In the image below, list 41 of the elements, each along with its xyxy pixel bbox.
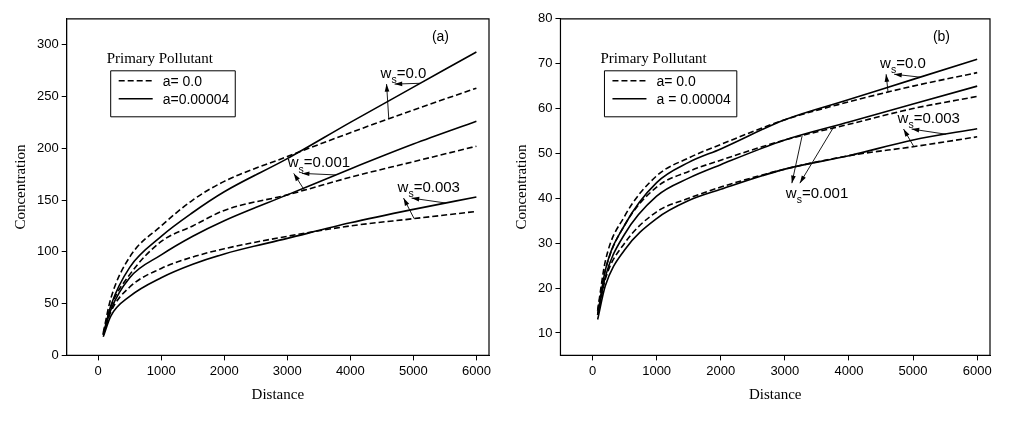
y-tick-label: 150 — [36, 191, 59, 207]
x-tick-label: 3000 — [272, 362, 302, 378]
x-tick-label: 1000 — [642, 362, 672, 378]
x-tick-label: 0 — [94, 362, 102, 378]
y-tick-label: 50 — [537, 145, 553, 161]
y-tick-label: 60 — [537, 100, 553, 116]
legend-label: a=0.00004 — [162, 90, 230, 107]
y-tick-label: 30 — [537, 234, 553, 250]
x-tick-label: 2000 — [706, 362, 736, 378]
y-tick-label: 300 — [36, 36, 59, 52]
y-tick-label: 40 — [537, 189, 553, 205]
x-tick-label: 6000 — [962, 362, 992, 378]
x-tick-label: 5000 — [898, 362, 928, 378]
y-tick-label: 200 — [36, 139, 59, 155]
y-tick-label: 50 — [44, 295, 59, 311]
y-tick-label: 100 — [36, 243, 59, 259]
x-tick-label: 0 — [588, 362, 597, 378]
y-tick-label: 70 — [537, 55, 553, 71]
text: Primary Pollutant — [106, 49, 214, 66]
y-tick-label: 10 — [537, 324, 553, 340]
text: Primary Pollutant — [600, 49, 708, 66]
x-axis-title: Distance — [748, 385, 802, 402]
x-tick-label: 6000 — [461, 362, 491, 378]
x-tick-label: 3000 — [770, 362, 800, 378]
y-tick-label: 0 — [51, 346, 59, 362]
legend-label: a= 0.0 — [656, 72, 696, 89]
x-tick-label: 5000 — [398, 362, 428, 378]
y-axis-title: Concentration — [11, 144, 28, 230]
x-axis-title: Distance — [251, 385, 305, 402]
x-tick-label: 1000 — [146, 362, 176, 378]
y-tick-label: 80 — [537, 10, 553, 26]
x-tick-label: 4000 — [834, 362, 864, 378]
x-tick-label: 2000 — [209, 362, 239, 378]
y-axis-title: Concentration — [512, 144, 529, 230]
legend-label: a= 0.0 — [162, 72, 203, 89]
legend-label: a = 0.00004 — [656, 90, 732, 107]
text: (b) — [932, 27, 950, 44]
y-tick-label: 250 — [36, 88, 59, 104]
y-tick-label: 20 — [537, 279, 553, 295]
text: (a) — [431, 27, 449, 44]
x-tick-label: 4000 — [335, 362, 365, 378]
